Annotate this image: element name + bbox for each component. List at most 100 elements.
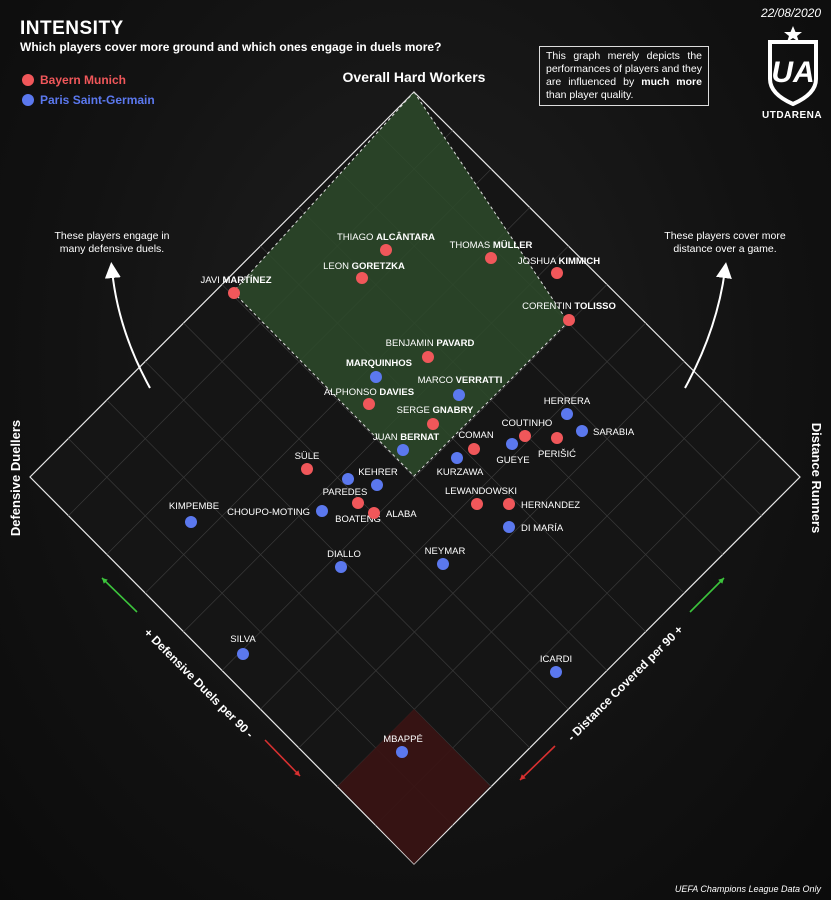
player-point[interactable]: SERGE GNABRY — [397, 405, 474, 430]
player-point[interactable]: JOSHUA KIMMICH — [518, 256, 600, 279]
note-text-bold: much more — [641, 76, 702, 88]
point-marker[interactable] — [356, 272, 368, 284]
player-point[interactable]: LEWANDOWSKI — [445, 486, 517, 510]
note-text-1: This graph merely depicts the performanc… — [546, 50, 702, 88]
point-marker[interactable] — [352, 497, 364, 509]
point-marker[interactable] — [316, 505, 328, 517]
right-axis-title: Distance Runners — [809, 423, 824, 534]
point-label: LEON GORETZKA — [323, 261, 405, 272]
player-point[interactable]: CHOUPO-MOTING — [227, 505, 328, 518]
point-label: NEYMAR — [425, 546, 466, 557]
point-marker[interactable] — [370, 371, 382, 383]
player-point[interactable]: HERRERA — [544, 396, 591, 420]
point-marker[interactable] — [563, 314, 575, 326]
point-label: MARCO VERRATTI — [418, 375, 503, 386]
player-point[interactable]: JAVI MARTÍNEZ — [200, 275, 272, 299]
point-label: MARQUINHOS — [346, 358, 412, 369]
point-marker[interactable] — [237, 648, 249, 660]
point-marker[interactable] — [397, 444, 409, 456]
point-marker[interactable] — [380, 244, 392, 256]
point-marker[interactable] — [368, 507, 380, 519]
player-point[interactable]: SÜLE — [295, 451, 320, 475]
point-marker[interactable] — [503, 521, 515, 533]
player-point[interactable]: DIALLO — [327, 549, 361, 573]
player-point[interactable]: KURZAWA — [437, 452, 484, 478]
player-point[interactable]: KIMPEMBE — [169, 501, 219, 528]
grid-line — [298, 361, 685, 749]
player-point[interactable]: SILVA — [230, 634, 256, 660]
player-point[interactable]: SARABIA — [576, 425, 635, 438]
legend-label: Bayern Munich — [40, 73, 127, 87]
player-point[interactable]: BENJAMIN PAVARD — [386, 338, 475, 363]
point-label: MBAPPÉ — [383, 734, 423, 745]
point-label: JOSHUA KIMMICH — [518, 256, 600, 267]
point-marker[interactable] — [471, 498, 483, 510]
point-marker[interactable] — [561, 408, 573, 420]
point-marker[interactable] — [371, 479, 383, 491]
point-marker[interactable] — [427, 418, 439, 430]
point-label: SERGE GNABRY — [397, 405, 474, 416]
player-point[interactable]: HERNANDEZ — [503, 498, 580, 511]
player-point[interactable]: BOATENG — [335, 497, 381, 525]
point-marker[interactable] — [519, 430, 531, 442]
player-point[interactable]: JUAN BERNAT — [373, 432, 440, 456]
player-point[interactable]: MARQUINHOS — [346, 358, 412, 383]
point-marker[interactable] — [228, 287, 240, 299]
point-marker[interactable] — [437, 558, 449, 570]
point-label: COMAN — [458, 430, 494, 441]
point-marker[interactable] — [453, 389, 465, 401]
player-point[interactable]: COMAN — [458, 430, 494, 455]
player-point[interactable]: ICARDI — [540, 654, 572, 678]
point-marker[interactable] — [301, 463, 313, 475]
point-label: BENJAMIN PAVARD — [386, 338, 475, 349]
point-marker[interactable] — [422, 351, 434, 363]
point-marker[interactable] — [506, 438, 518, 450]
point-label: DI MARÍA — [521, 523, 564, 534]
legend-item-bayern: Bayern Munich — [22, 70, 155, 90]
point-label: KURZAWA — [437, 467, 484, 478]
point-label: SILVA — [230, 634, 256, 645]
player-point[interactable]: DI MARÍA — [503, 521, 564, 534]
player-point[interactable]: ALPHONSO DAVIES — [324, 387, 414, 410]
point-marker[interactable] — [396, 746, 408, 758]
player-point[interactable]: PAREDES — [323, 473, 368, 498]
point-label: BOATENG — [335, 514, 381, 525]
direction-arrow-icon — [101, 577, 138, 613]
point-marker[interactable] — [503, 498, 515, 510]
player-point[interactable]: CORENTIN TOLISSO — [522, 301, 616, 326]
point-label: HERNANDEZ — [521, 500, 580, 511]
player-point[interactable]: MBAPPÉ — [383, 734, 423, 758]
point-marker[interactable] — [451, 452, 463, 464]
point-marker[interactable] — [335, 561, 347, 573]
player-point[interactable]: LEON GORETZKA — [323, 261, 405, 284]
player-point[interactable]: MARCO VERRATTI — [418, 375, 503, 401]
point-marker[interactable] — [485, 252, 497, 264]
grid-line — [260, 322, 646, 710]
player-point[interactable]: COUTINHO — [502, 418, 553, 442]
direction-arrow-icon — [689, 577, 725, 613]
player-point[interactable]: KEHRER — [358, 467, 398, 491]
point-marker[interactable] — [363, 398, 375, 410]
grid-line — [106, 399, 492, 787]
point-marker[interactable] — [551, 432, 563, 444]
legend-item-psg: Paris Saint-Germain — [22, 90, 155, 110]
player-point[interactable]: GUEYE — [496, 438, 530, 466]
player-point[interactable]: PERIŠIĆ — [538, 432, 576, 460]
point-label: COUTINHO — [502, 418, 553, 429]
player-point[interactable]: NEYMAR — [425, 546, 466, 570]
logo-text: UA — [771, 56, 814, 89]
point-marker[interactable] — [576, 425, 588, 437]
zone-top-label: Overall Hard Workers — [343, 69, 486, 85]
point-label: LEWANDOWSKI — [445, 486, 517, 497]
player-point[interactable]: ALABA — [368, 507, 417, 520]
point-marker[interactable] — [185, 516, 197, 528]
point-marker[interactable] — [551, 267, 563, 279]
player-point[interactable]: THIAGO ALCÂNTARA — [337, 231, 435, 256]
point-label: KIMPEMBE — [169, 501, 219, 512]
right-curve-arrow-icon — [684, 262, 732, 389]
point-marker[interactable] — [468, 443, 480, 455]
player-point[interactable]: THOMAS MÜLLER — [450, 240, 533, 264]
point-marker[interactable] — [550, 666, 562, 678]
point-marker[interactable] — [342, 473, 354, 485]
